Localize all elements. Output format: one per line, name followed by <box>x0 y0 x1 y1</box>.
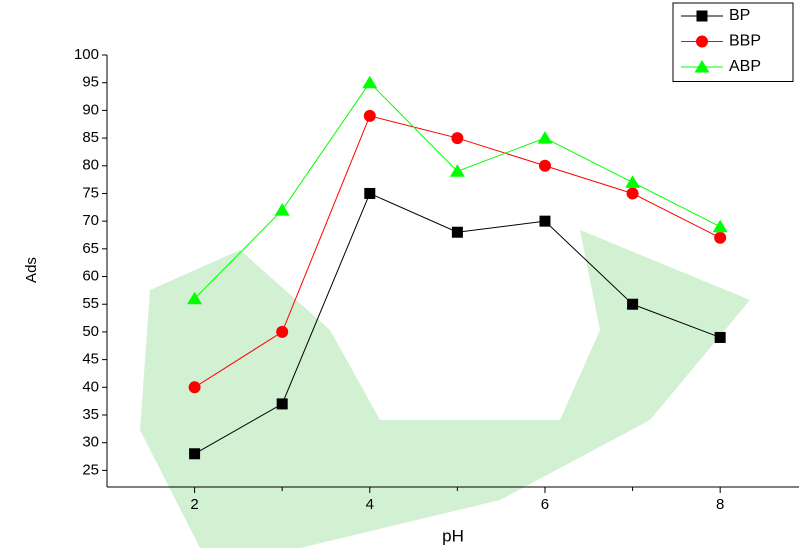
y-tick-label: 55 <box>82 295 99 312</box>
legend-marker <box>696 36 708 48</box>
y-tick-label: 35 <box>82 406 99 423</box>
marker <box>362 76 377 89</box>
y-tick-label: 70 <box>82 212 99 229</box>
y-tick-label: 50 <box>82 323 99 340</box>
watermark <box>140 230 750 548</box>
legend-marker <box>697 11 708 22</box>
y-tick-label: 40 <box>82 378 99 395</box>
x-tick-label: 8 <box>716 496 724 513</box>
marker <box>277 398 288 409</box>
x-tick-label: 2 <box>190 496 198 513</box>
legend-label: BBP <box>729 33 761 50</box>
marker <box>189 448 200 459</box>
x-axis-label: pH <box>442 526 464 545</box>
marker <box>364 188 375 199</box>
marker <box>539 160 551 172</box>
marker <box>276 326 288 338</box>
marker <box>364 110 376 122</box>
marker <box>713 220 728 233</box>
marker <box>275 203 290 216</box>
marker <box>451 132 463 144</box>
chart: Ads pH 25 30 35 40 45 50 55 60 65 70 75 80 85 90 95 100… <box>0 0 799 548</box>
x-tick-label: 6 <box>541 496 549 513</box>
y-tick-label: 45 <box>82 351 99 368</box>
marker <box>539 216 550 227</box>
y-tick-label: 90 <box>82 101 99 118</box>
y-tick-label: 75 <box>82 184 99 201</box>
y-tick-label: 60 <box>82 268 99 285</box>
legend-label: ABP <box>729 58 761 75</box>
y-axis-label: Ads <box>23 257 40 283</box>
marker <box>625 175 640 188</box>
x-tick-label: 4 <box>366 496 374 513</box>
y-tick-label: 95 <box>82 74 99 91</box>
marker <box>714 232 726 244</box>
y-tick-label: 85 <box>82 129 99 146</box>
y-tick-label: 30 <box>82 434 99 451</box>
marker <box>715 332 726 343</box>
marker <box>627 299 638 310</box>
y-tick-label: 80 <box>82 157 99 174</box>
marker <box>189 381 201 393</box>
marker <box>452 227 463 238</box>
marker <box>537 131 552 144</box>
y-tick-label: 25 <box>82 461 99 478</box>
y-tick-label: 65 <box>82 240 99 257</box>
legend-label: BP <box>729 7 750 24</box>
marker <box>627 187 639 199</box>
y-tick-label: 100 <box>74 46 99 63</box>
